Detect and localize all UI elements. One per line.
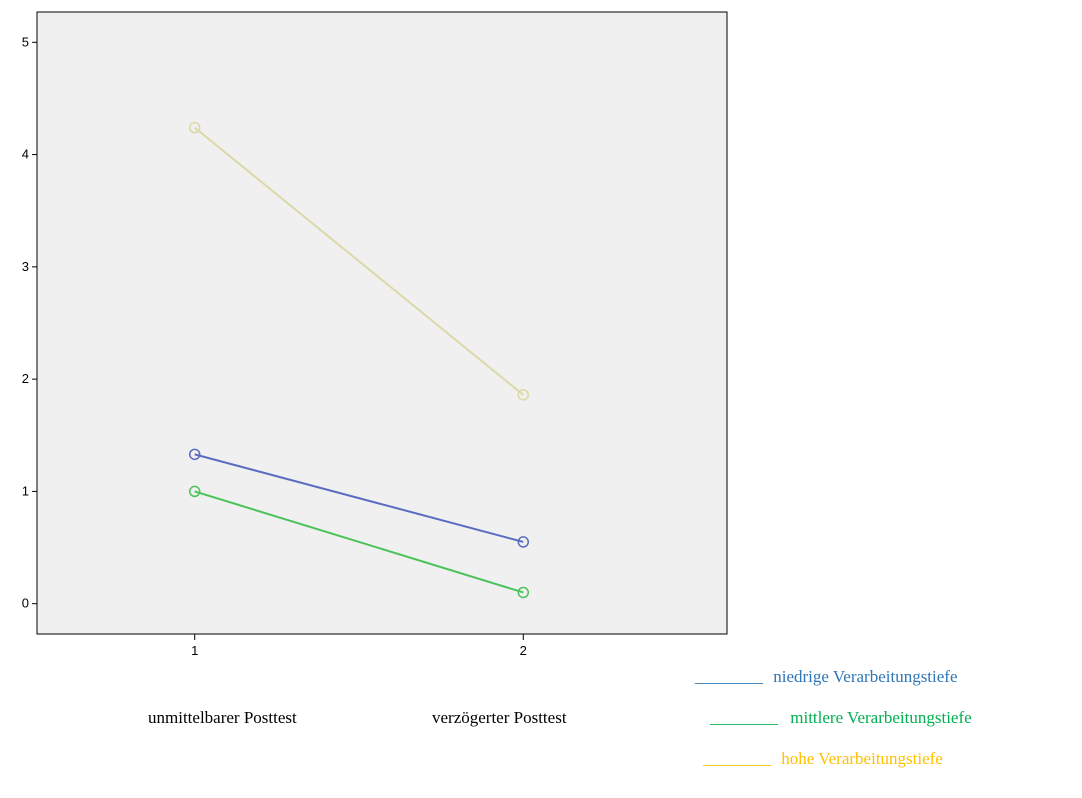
category-label-1: unmittelbarer Posttest [148, 708, 297, 727]
y-tick-label: 4 [22, 147, 29, 162]
x-tick-label: 1 [191, 643, 198, 658]
data-point [517, 536, 530, 548]
legend-label: niedrige Verarbeitungstiefe [773, 667, 958, 686]
legend-item-hohe: ________ hohe Verarbeitungstiefe [703, 749, 943, 769]
series-line [194, 453, 524, 543]
plot-area [36, 11, 728, 635]
legend-label: mittlere Verarbeitungstiefe [790, 708, 972, 727]
category-label-2: verzögerter Posttest [432, 708, 567, 727]
series-group [188, 121, 530, 599]
legend-label: hohe Verarbeitungstiefe [781, 749, 943, 768]
legend-item-niedrige: ________ niedrige Verarbeitungstiefe [695, 667, 958, 687]
legend-line: ________ [695, 667, 763, 686]
y-tick-label: 2 [22, 371, 29, 386]
y-tick-label: 1 [22, 483, 29, 498]
series-line [194, 126, 524, 396]
data-point [188, 121, 201, 134]
data-point [188, 485, 201, 498]
series-line [194, 490, 524, 594]
y-tick-label: 5 [22, 34, 29, 49]
data-point [517, 586, 530, 599]
data-point [517, 389, 530, 401]
legend-item-mittlere: ________ mittlere Verarbeitungstiefe [710, 708, 972, 728]
data-point [188, 448, 201, 461]
x-tick-label: 2 [520, 643, 527, 658]
y-tick-label: 0 [22, 596, 29, 611]
legend-line: ________ [710, 708, 778, 727]
y-tick-label: 3 [22, 259, 29, 274]
legend-line: ________ [703, 749, 771, 768]
y-axis: 0 1 2 3 4 5 [22, 34, 37, 611]
